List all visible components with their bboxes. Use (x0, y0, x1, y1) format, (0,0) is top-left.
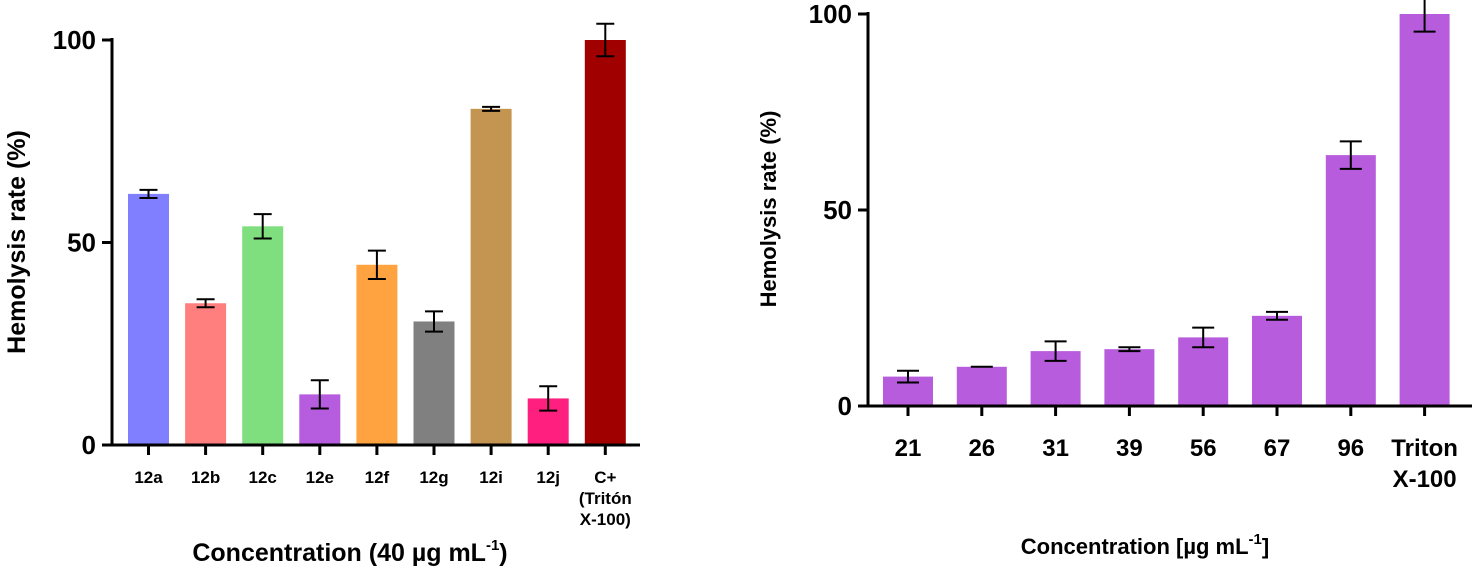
category-label-5: 12f (365, 468, 390, 487)
category-label-4: 12e (306, 468, 334, 487)
y-tick-label-0: 0 (838, 391, 852, 421)
error-bar-9 (596, 22, 615, 58)
error-bar-8 (539, 385, 558, 412)
category-label-1: 12a (134, 468, 163, 487)
bar-6 (1252, 315, 1302, 406)
bar-8 (1399, 14, 1450, 406)
category-label-7: 96 (1337, 435, 1364, 462)
category-label-6: 12g (419, 468, 448, 487)
error-bar-2 (196, 298, 215, 309)
error-bar-7 (1339, 140, 1362, 170)
error-bar-6 (425, 310, 443, 333)
bar-2 (956, 366, 1007, 406)
bar-9 (584, 40, 626, 445)
x-axis-title-left-sup: -1 (486, 537, 499, 554)
category-label-1: 21 (895, 435, 922, 462)
category-label-8: Triton X-100 (1391, 435, 1458, 493)
category-label-2: 12b (191, 468, 220, 487)
error-bar-4 (310, 379, 329, 410)
x-axis-title-right: Concentration [µg mL-1] (1021, 531, 1269, 559)
error-bar-3 (253, 213, 272, 240)
bar-2 (185, 303, 227, 445)
y-tick-label-100: 100 (53, 25, 96, 55)
bar-4 (1104, 349, 1155, 406)
category-label-4: 39 (1116, 435, 1143, 462)
bar-6 (413, 321, 455, 445)
error-bar-8 (1413, 0, 1436, 33)
error-bar-1 (897, 369, 919, 384)
y-axis-title-left: Hemolysis rate (%) (3, 130, 31, 354)
bar-5 (1178, 337, 1229, 406)
x-axis-title-right-sup: -1 (1249, 531, 1262, 548)
category-label-6: 67 (1264, 435, 1291, 462)
error-bar-3 (1044, 340, 1067, 362)
category-label-5: 56 (1190, 435, 1217, 462)
error-bar-1 (139, 188, 158, 199)
x-axis-title-left: Concentration (40 µg mL-1) (192, 537, 507, 567)
category-label-2: 26 (968, 435, 995, 462)
category-label-3: 12c (249, 468, 277, 487)
category-label-8: 12j (536, 468, 560, 487)
bar-3 (242, 226, 284, 445)
bar-5 (356, 264, 398, 445)
category-label-9: C+ (Tritón X-100) (579, 468, 632, 529)
x-axis-title-left-end: ) (499, 539, 507, 567)
error-bar-4 (1118, 346, 1141, 353)
error-bar-7 (482, 105, 501, 112)
error-bar-5 (367, 249, 386, 280)
chart-left: Hemolysis rate (%) Concentration (40 µg … (3, 22, 640, 567)
chart-right: Hemolysis rate (%) Concentration [µg mL-… (756, 0, 1472, 559)
error-bar-6 (1266, 310, 1288, 321)
y-axis-title-right: Hemolysis rate (%) (756, 111, 781, 308)
y-tick-label-50: 50 (823, 195, 852, 225)
y-tick-label-100: 100 (809, 0, 852, 29)
x-axis-title-right-end: ] (1262, 534, 1269, 559)
category-label-7: 12i (479, 468, 503, 487)
bar-1 (128, 193, 169, 445)
y-tick-label-50: 50 (67, 228, 96, 258)
x-axis-title-right-main: Concentration [µg mL (1021, 534, 1249, 559)
x-axis-title-left-main: Concentration (40 µg mL (192, 539, 486, 567)
category-label-3: 31 (1042, 435, 1069, 462)
error-bar-5 (1192, 326, 1215, 349)
bar-7 (470, 108, 512, 445)
y-tick-label-0: 0 (82, 430, 96, 460)
bar-7 (1325, 155, 1376, 406)
